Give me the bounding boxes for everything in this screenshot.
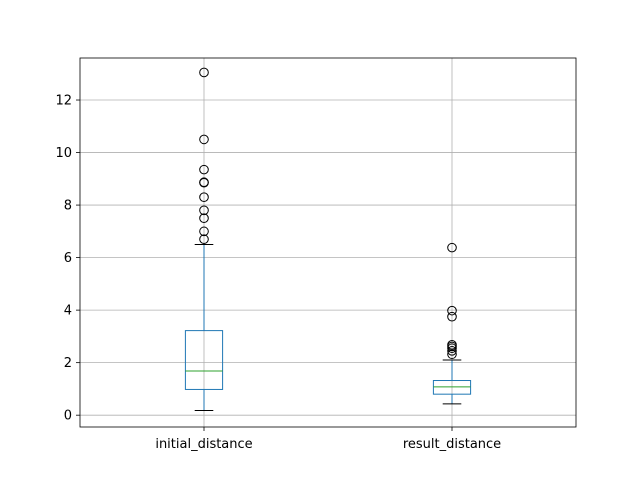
outlier-point <box>199 234 209 245</box>
grid-layer <box>80 58 576 427</box>
box-layer <box>184 67 472 411</box>
y-tick-label: 6 <box>64 251 72 266</box>
y-tick-label: 4 <box>64 304 72 319</box>
outlier-point <box>199 67 209 78</box>
y-tick-label: 10 <box>55 146 72 161</box>
outlier-point <box>199 134 209 145</box>
x-tick-label: initial_distance <box>155 437 252 452</box>
box-group-initial-distance <box>184 67 224 411</box>
y-tick-label: 12 <box>55 94 72 109</box>
outlier-point <box>447 305 457 316</box>
outlier-point <box>199 164 209 175</box>
outlier-point <box>447 311 457 322</box>
box-group-result-distance <box>432 242 472 405</box>
axis-layer: 0 2 4 6 8 10 12 initial_distance result_distance <box>55 94 501 452</box>
outlier-point <box>199 213 209 224</box>
x-tick-label: result_distance <box>403 437 501 452</box>
y-tick-label: 2 <box>64 356 72 371</box>
y-tick-label: 8 <box>64 199 72 214</box>
outlier-point <box>447 349 457 360</box>
outlier-point <box>199 205 209 216</box>
iqr-box <box>432 380 472 395</box>
outlier-point <box>447 346 457 356</box>
outlier-point <box>199 226 209 237</box>
y-tick-label: 0 <box>64 409 72 424</box>
outlier-point <box>447 339 457 350</box>
outlier-point <box>199 177 209 188</box>
plot-frame <box>79 57 577 428</box>
iqr-box <box>184 330 224 390</box>
outlier-point <box>447 242 457 253</box>
outlier-point <box>199 192 209 202</box>
